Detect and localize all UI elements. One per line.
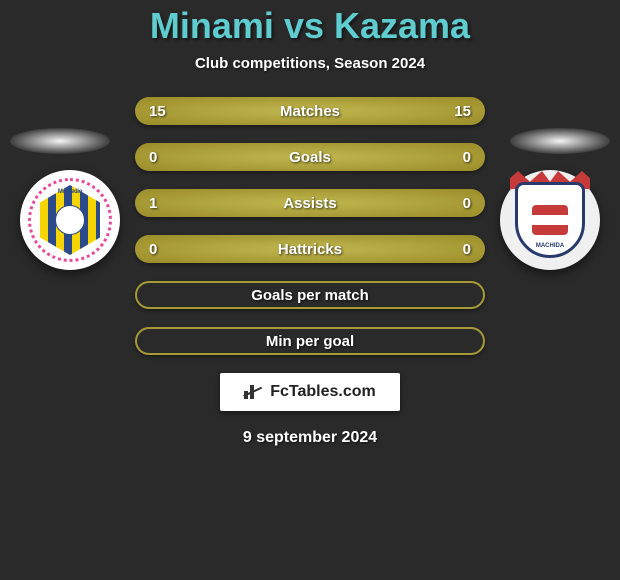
stat-label: Goals per match [251, 287, 369, 304]
badge-right-name: MACHIDA [536, 243, 564, 249]
source-link-label: FcTables.com [270, 383, 376, 401]
stats-list: 15 Matches 15 0 Goals 0 1 Assists 0 0 Hattricks 0 Go… [135, 97, 485, 355]
stat-bar: Min per goal [135, 327, 485, 355]
stat-value-left: 0 [149, 149, 157, 166]
shadow-left [10, 128, 110, 154]
stat-bar: 1 Assists 0 [135, 189, 485, 217]
stat-bar: 15 Matches 15 [135, 97, 485, 125]
stat-value-right: 0 [463, 149, 471, 166]
stat-value-left: 1 [149, 195, 157, 212]
stat-label: Min per goal [266, 333, 354, 350]
stat-value-left: 15 [149, 103, 166, 120]
stat-label: Matches [280, 103, 340, 120]
stat-value-left: 0 [149, 241, 157, 258]
infographic-container: Minami vs Kazama Club competitions, Seas… [0, 0, 620, 447]
subtitle: Club competitions, Season 2024 [195, 55, 425, 72]
stat-value-right: 15 [454, 103, 471, 120]
badge-left-name: Montedio [58, 189, 82, 195]
stat-label: Assists [283, 195, 336, 212]
badge-right-inner: MACHIDA [507, 177, 593, 263]
stat-label: Goals [289, 149, 331, 166]
date: 9 september 2024 [243, 429, 377, 447]
team-badge-left: Montedio [20, 170, 120, 270]
stat-value-right: 0 [463, 195, 471, 212]
team-badge-right: MACHIDA [500, 170, 600, 270]
page-title: Minami vs Kazama [150, 5, 470, 47]
chart-icon [244, 385, 264, 399]
stat-bar: 0 Goals 0 [135, 143, 485, 171]
stat-bar: 0 Hattricks 0 [135, 235, 485, 263]
stat-value-right: 0 [463, 241, 471, 258]
badge-left-ball-icon [55, 205, 85, 235]
badge-right-waves-icon [532, 205, 568, 235]
stat-label: Hattricks [278, 241, 342, 258]
stat-bar: Goals per match [135, 281, 485, 309]
source-link[interactable]: FcTables.com [220, 373, 400, 411]
badge-right-shield: MACHIDA [515, 182, 585, 258]
shadow-right [510, 128, 610, 154]
badge-left-inner: Montedio [28, 178, 112, 262]
